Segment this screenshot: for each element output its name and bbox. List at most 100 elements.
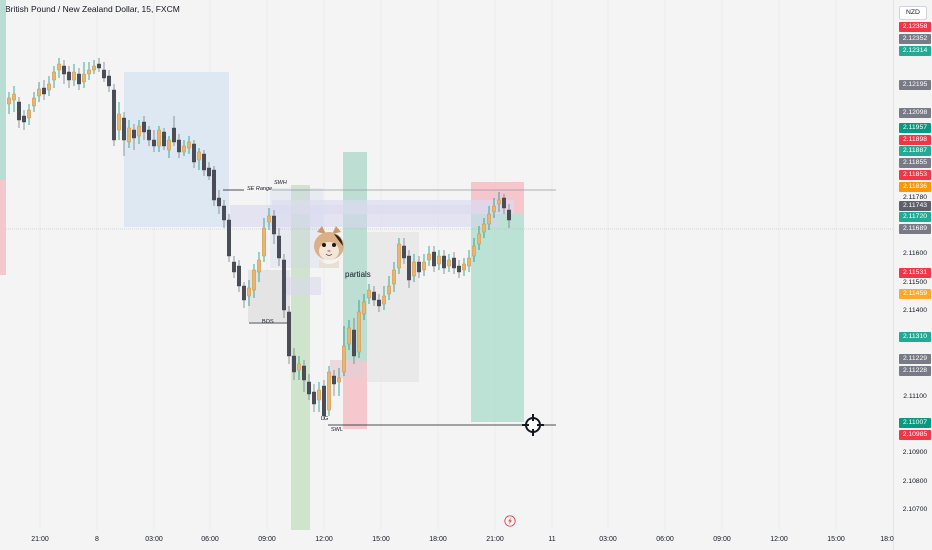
price-tag[interactable]: 2.12352	[899, 34, 931, 44]
bearish-candle	[332, 375, 337, 385]
target-zone-1	[343, 152, 367, 362]
bearish-candle	[292, 355, 297, 373]
bearish-candle	[322, 385, 327, 417]
time-label: 09:00	[258, 536, 276, 543]
price-tag[interactable]: 2.12098	[899, 108, 931, 118]
bearish-candle	[372, 291, 377, 301]
bearish-candle	[312, 391, 317, 405]
left-stop-zone-stub	[0, 180, 6, 275]
time-label: 12:00	[315, 536, 333, 543]
bos-label: BOS	[262, 319, 274, 325]
bullish-candle	[86, 69, 91, 75]
bullish-candle	[387, 285, 392, 295]
price-tag[interactable]: 2.11855	[899, 158, 931, 168]
bullish-candle	[81, 73, 86, 83]
cat-sticker[interactable]	[312, 224, 346, 268]
bearish-candle	[141, 121, 146, 133]
price-tag[interactable]: 2.11853	[899, 170, 931, 180]
bearish-candle	[211, 169, 216, 201]
bullish-candle	[251, 269, 256, 291]
bearish-candle	[22, 115, 27, 123]
bearish-candle	[106, 75, 111, 87]
price-label: 2.10800	[902, 478, 928, 485]
price-label: 2.10700	[902, 506, 928, 513]
price-axis-divider	[893, 0, 894, 550]
gray-box-2	[367, 232, 419, 382]
price-tag[interactable]: 2.11836	[899, 182, 931, 192]
bearish-candle	[151, 139, 156, 147]
bullish-candle	[397, 243, 402, 269]
bearish-candle	[452, 257, 457, 269]
price-tag[interactable]: 2.11310	[899, 332, 931, 342]
time-label: 15:00	[372, 536, 390, 543]
price-tag[interactable]: 2.11531	[899, 268, 931, 278]
lg-label: LG	[321, 416, 329, 422]
price-tag[interactable]: 2.11720	[899, 212, 931, 222]
price-tag[interactable]: 2.12314	[899, 46, 931, 56]
price-tag[interactable]: 2.11228	[899, 366, 931, 376]
bullish-candle	[497, 199, 502, 205]
swh-label: SWH	[274, 180, 287, 186]
time-label: 18:00	[429, 536, 447, 543]
bearish-candle	[307, 381, 312, 395]
price-tag[interactable]: 2.10985	[899, 430, 931, 440]
bearish-candle	[62, 65, 67, 75]
bullish-candle	[11, 93, 16, 101]
bullish-candle	[262, 227, 267, 257]
se-range-label: SE Range	[247, 186, 273, 192]
price-tag[interactable]: 2.11689	[899, 224, 931, 234]
price-tag[interactable]: 2.11459	[899, 289, 931, 299]
bullish-candle	[317, 389, 322, 401]
bearish-candle	[146, 129, 151, 141]
lightning-alert-icon[interactable]	[504, 515, 516, 527]
price-tag[interactable]: 2.11743	[899, 201, 931, 211]
bearish-candle	[502, 197, 507, 209]
time-label: 03:00	[599, 536, 617, 543]
price-label: 2.11500	[902, 279, 928, 286]
price-tag[interactable]: 2.11898	[899, 135, 931, 145]
bearish-candle	[302, 365, 307, 381]
bearish-candle	[282, 259, 287, 311]
bearish-candle	[272, 215, 277, 235]
bearish-candle	[17, 101, 22, 121]
price-label: 2.10900	[902, 449, 928, 456]
bearish-candle	[216, 197, 221, 207]
bullish-candle	[482, 223, 487, 233]
bearish-candle	[131, 129, 136, 139]
bullish-candle	[47, 83, 52, 91]
price-tag[interactable]: 2.11007	[899, 418, 931, 428]
time-label: 12:00	[770, 536, 788, 543]
time-label: 06:00	[656, 536, 674, 543]
bullish-candle	[71, 71, 76, 81]
bearish-candle	[457, 265, 462, 273]
bullish-candle	[166, 139, 171, 151]
bullish-candle	[412, 261, 417, 277]
time-label: 09:00	[713, 536, 731, 543]
bearish-candle	[121, 117, 126, 141]
bullish-candle	[392, 269, 397, 285]
price-tag[interactable]: 2.11229	[899, 354, 931, 364]
price-tag[interactable]: 2.12358	[899, 22, 931, 32]
left-target-zone-stub	[0, 0, 6, 180]
bullish-candle	[467, 257, 472, 267]
price-tag[interactable]: 2.11957	[899, 123, 931, 133]
symbol-title[interactable]: British Pound / New Zealand Dollar, 15, …	[5, 4, 180, 14]
bearish-candle	[111, 89, 116, 141]
currency-label[interactable]: NZD	[899, 6, 927, 20]
green-range-column	[291, 185, 310, 530]
bearish-candle	[287, 311, 292, 357]
price-tag[interactable]: 2.12195	[899, 80, 931, 90]
bullish-candle	[357, 311, 362, 353]
bearish-candle	[407, 255, 412, 281]
bearish-candle	[76, 73, 81, 85]
time-label: 06:00	[201, 536, 219, 543]
price-tag[interactable]: 2.11887	[899, 146, 931, 156]
time-label: 8	[95, 536, 99, 543]
crosshair-target-icon[interactable]	[522, 414, 544, 436]
bullish-candle	[267, 215, 272, 223]
bearish-candle	[507, 209, 512, 221]
time-label: 18:0	[880, 536, 894, 543]
bullish-candle	[447, 259, 452, 267]
